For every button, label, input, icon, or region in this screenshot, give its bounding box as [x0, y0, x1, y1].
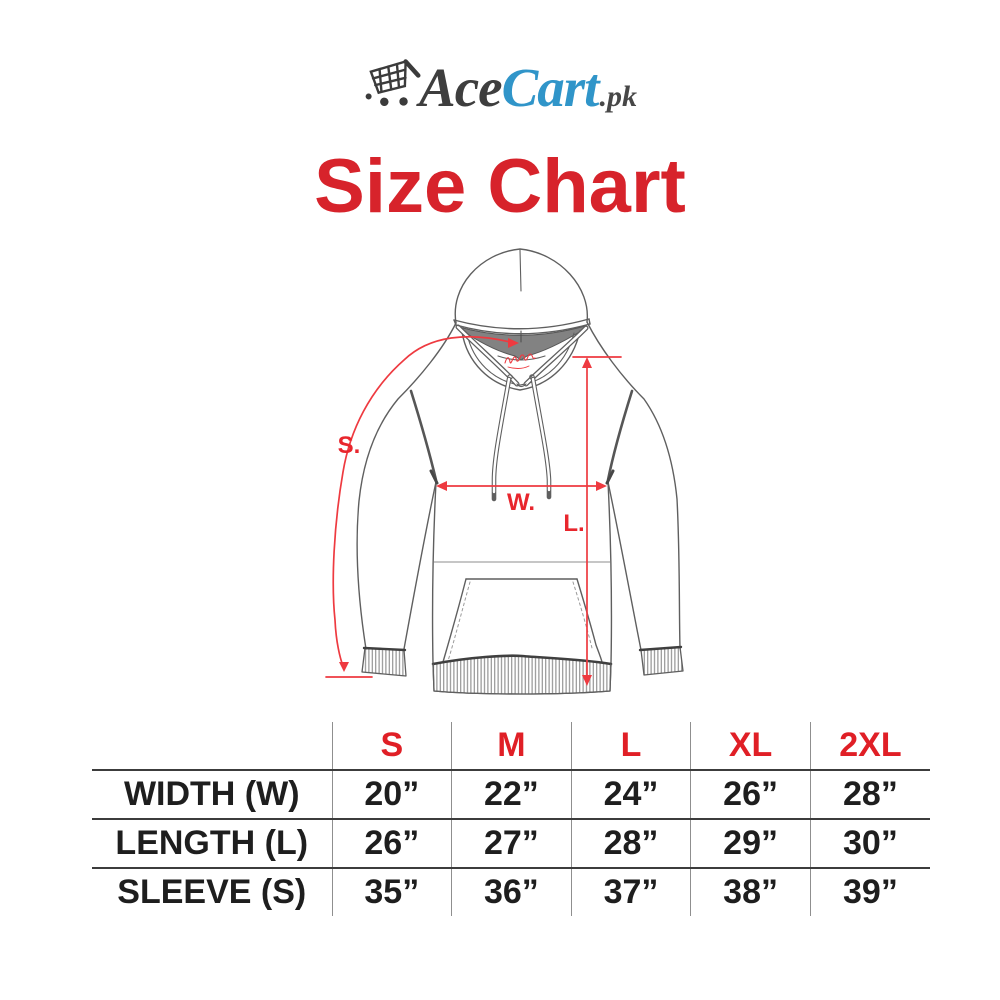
- size-col-header-s: S: [331, 722, 452, 771]
- width-value-2xl: 28”: [809, 770, 930, 820]
- width-value-l: 24”: [570, 770, 691, 820]
- table-row-sleeve: SLEEVE (S) 35” 36” 37” 38” 39”: [92, 868, 930, 916]
- hoodie-measurement-diagram: S. W. L.: [325, 248, 684, 695]
- sleeve-measure-label: S.: [338, 432, 361, 459]
- hoodie-body-outline: [356, 321, 681, 665]
- row-label-length: LENGTH (L): [92, 819, 332, 869]
- length-value-2xl: 30”: [809, 819, 930, 869]
- length-measure-label: L.: [563, 510, 584, 537]
- row-label-width: WIDTH (W): [92, 770, 332, 820]
- page-title: Size Chart: [314, 144, 686, 229]
- length-value-l: 28”: [570, 819, 691, 869]
- sleeve-value-m: 36”: [451, 868, 572, 916]
- width-value-s: 20”: [331, 770, 452, 820]
- size-table-wrap: S M L XL 2XL WIDTH (W) 20” 22” 24” 26” 2…: [92, 722, 930, 916]
- ribbed-hem-and-cuffs: [361, 645, 684, 695]
- length-value-xl: 29”: [690, 819, 811, 869]
- table-row-width: WIDTH (W) 20” 22” 24” 26” 28”: [92, 770, 930, 820]
- size-table-corner-cell: [92, 722, 332, 771]
- sleeve-value-s: 35”: [331, 868, 452, 916]
- size-col-header-l: L: [570, 722, 691, 771]
- sleeve-value-l: 37”: [570, 868, 691, 916]
- brand-domain-suffix: .pk: [599, 79, 637, 113]
- sleeve-value-2xl: 39”: [809, 868, 930, 916]
- shopping-cart-icon: [365, 59, 421, 107]
- row-label-sleeve: SLEEVE (S): [117, 873, 307, 911]
- length-value-m: 27”: [451, 819, 572, 869]
- measurement-lines: [325, 335, 622, 686]
- width-measure-label: W.: [507, 489, 535, 516]
- brand-logo: Ace Cart .pk: [0, 46, 1000, 118]
- size-table: S M L XL 2XL WIDTH (W) 20” 22” 24” 26” 2…: [92, 722, 930, 916]
- size-col-header-xl: XL: [690, 722, 811, 771]
- length-value-s: 26”: [331, 819, 452, 869]
- size-col-header-m: M: [451, 722, 572, 771]
- measurement-labels: S. W. L.: [338, 432, 585, 537]
- hood: [453, 248, 591, 391]
- width-value-xl: 26”: [690, 770, 811, 820]
- kangaroo-pocket: [442, 578, 603, 663]
- width-value-m: 22”: [451, 770, 572, 820]
- size-col-header-2xl: 2XL: [809, 722, 930, 771]
- hood-brand-signature: [504, 353, 536, 369]
- drawstrings: [491, 376, 552, 502]
- size-table-header-row: S M L XL 2XL: [92, 722, 930, 771]
- brand-wordmark: Ace Cart .pk: [419, 56, 637, 118]
- brand-name-cart: Cart: [501, 56, 600, 118]
- sleeve-value-xl: 38”: [690, 868, 811, 916]
- table-row-length: LENGTH (L) 26” 27” 28” 29” 30”: [92, 819, 930, 869]
- brand-name-ace: Ace: [419, 56, 503, 118]
